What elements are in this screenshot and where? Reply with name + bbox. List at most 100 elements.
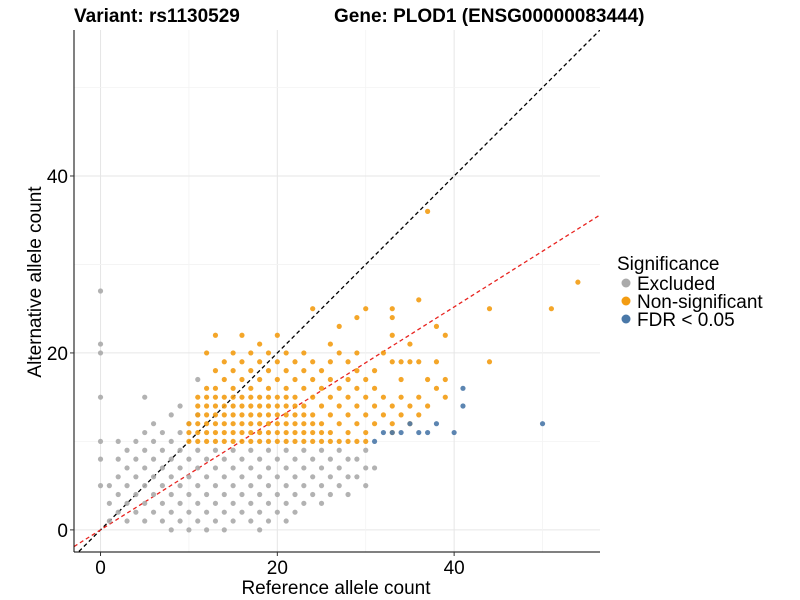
data-point-non-significant <box>318 438 325 445</box>
data-point-fdr-0-05 <box>389 429 395 436</box>
data-point-non-significant <box>363 306 369 312</box>
data-point-excluded <box>177 403 183 409</box>
data-point-non-significant <box>265 368 272 374</box>
data-point-excluded <box>186 527 192 533</box>
data-point-non-significant <box>371 421 378 427</box>
data-point-fdr-0-05 <box>398 429 404 436</box>
identity-reference-line <box>77 30 600 552</box>
data-point-non-significant <box>442 332 448 338</box>
data-point-non-significant <box>274 359 280 365</box>
data-point-excluded <box>212 447 219 453</box>
data-point-excluded <box>301 500 307 506</box>
data-point-excluded <box>97 350 104 356</box>
y-tick-label: 40 <box>47 167 68 188</box>
data-point-non-significant <box>274 438 280 445</box>
data-point-excluded <box>292 474 298 480</box>
data-point-non-significant <box>230 429 236 436</box>
data-point-excluded <box>239 456 245 462</box>
data-point-excluded <box>336 447 342 453</box>
data-point-non-significant <box>301 403 307 409</box>
data-point-non-significant <box>336 421 342 427</box>
data-point-non-significant <box>221 376 227 383</box>
data-point-excluded <box>142 447 148 453</box>
data-point-excluded <box>195 447 201 453</box>
data-point-excluded <box>257 474 263 480</box>
data-point-excluded <box>257 527 263 533</box>
data-point-non-significant <box>548 306 554 312</box>
data-point-excluded <box>97 341 104 347</box>
data-point-excluded <box>106 483 112 489</box>
data-point-excluded <box>257 491 263 498</box>
data-point-excluded <box>212 465 219 471</box>
data-point-non-significant <box>292 394 298 400</box>
data-point-non-significant <box>274 332 280 338</box>
data-point-non-significant <box>442 394 448 400</box>
tick-labels: 0 20 40 0 20 40 <box>47 167 465 579</box>
legend-swatch-excluded <box>621 278 631 288</box>
data-point-non-significant <box>407 359 413 365</box>
data-point-excluded <box>318 465 325 471</box>
data-point-non-significant <box>425 208 431 214</box>
data-point-excluded <box>177 518 183 524</box>
data-point-excluded <box>363 465 369 471</box>
data-point-excluded <box>318 483 325 489</box>
data-point-non-significant <box>327 394 333 400</box>
data-point-non-significant <box>239 412 245 418</box>
data-point-non-significant <box>371 368 378 374</box>
data-point-non-significant <box>221 359 227 365</box>
data-point-non-significant <box>265 385 272 391</box>
data-point-non-significant <box>486 359 493 365</box>
data-point-excluded <box>310 491 316 498</box>
data-point-excluded <box>230 518 236 524</box>
data-point-non-significant <box>221 412 227 418</box>
data-point-excluded <box>97 394 104 400</box>
data-point-non-significant <box>398 412 404 418</box>
data-point-excluded <box>257 509 263 515</box>
data-point-non-significant <box>221 429 227 436</box>
data-point-non-significant <box>239 332 245 338</box>
data-point-excluded <box>177 483 183 489</box>
data-point-excluded <box>230 500 236 506</box>
data-point-non-significant <box>327 376 333 383</box>
data-point-non-significant <box>195 412 201 418</box>
data-point-non-significant <box>380 412 387 418</box>
data-point-non-significant <box>230 438 236 445</box>
data-point-excluded <box>354 474 360 480</box>
data-point-non-significant <box>283 394 289 400</box>
data-point-non-significant <box>230 368 236 374</box>
data-point-non-significant <box>257 421 263 427</box>
data-point-excluded <box>159 465 166 471</box>
data-point-excluded <box>230 483 236 489</box>
chart-title-variant: Variant: rs1130529 <box>74 6 240 27</box>
data-point-excluded <box>115 456 121 462</box>
data-point-excluded <box>310 474 316 480</box>
data-point-excluded <box>239 474 245 480</box>
data-point-excluded <box>248 483 254 489</box>
data-point-non-significant <box>204 421 210 427</box>
data-point-non-significant <box>186 429 192 436</box>
data-point-non-significant <box>195 429 201 436</box>
data-point-non-significant <box>230 421 236 427</box>
data-point-fdr-0-05 <box>371 438 378 445</box>
data-point-non-significant <box>195 421 201 427</box>
data-point-excluded <box>204 491 210 498</box>
data-point-excluded <box>221 491 227 498</box>
data-point-non-significant <box>204 385 210 391</box>
data-point-excluded <box>265 518 272 524</box>
data-point-non-significant <box>345 429 351 436</box>
data-point-non-significant <box>274 429 280 436</box>
data-point-non-significant <box>318 403 325 409</box>
data-point-excluded <box>212 483 219 489</box>
data-point-non-significant <box>283 385 289 391</box>
data-point-excluded <box>186 509 192 515</box>
data-point-excluded <box>301 483 307 489</box>
data-point-non-significant <box>345 394 351 400</box>
data-point-non-significant <box>327 429 333 436</box>
data-point-non-significant <box>204 403 210 409</box>
data-point-excluded <box>159 447 166 453</box>
data-point-non-significant <box>283 368 289 374</box>
data-point-excluded <box>133 438 139 445</box>
data-point-excluded <box>168 456 174 462</box>
data-point-non-significant <box>425 403 431 409</box>
